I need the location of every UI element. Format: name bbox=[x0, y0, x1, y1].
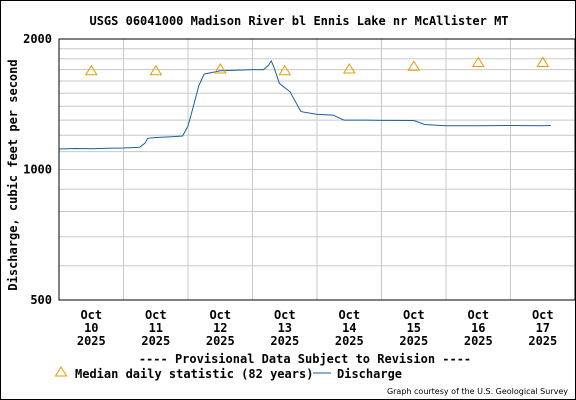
x-tick-label: Oct bbox=[209, 308, 231, 322]
median-marker bbox=[471, 56, 485, 67]
x-tick-label: Oct bbox=[403, 308, 425, 322]
chart-title: USGS 06041000 Madison River bl Ennis Lak… bbox=[89, 14, 508, 28]
legend-discharge-label: Discharge bbox=[337, 367, 402, 381]
x-tick-label: 15 bbox=[407, 321, 421, 335]
x-tick-label: 2025 bbox=[528, 334, 557, 348]
x-tick-label: 14 bbox=[342, 321, 356, 335]
median-marker bbox=[149, 64, 163, 76]
x-tick-label: 2025 bbox=[335, 334, 364, 348]
median-markers bbox=[84, 56, 550, 76]
x-tick-label: 12 bbox=[213, 321, 227, 335]
median-marker bbox=[213, 63, 227, 74]
legend: Median daily statistic (82 years) Discha… bbox=[54, 366, 402, 381]
x-tick-label: 17 bbox=[536, 321, 550, 335]
legend-median-triangle-icon bbox=[54, 366, 68, 377]
y-tick-label: 500 bbox=[30, 293, 52, 307]
median-marker bbox=[278, 64, 292, 76]
y-tick-label: 1000 bbox=[23, 163, 52, 177]
y-tick-label: 2000 bbox=[23, 32, 52, 46]
legend-median-label: Median daily statistic (82 years) bbox=[75, 367, 313, 381]
median-marker bbox=[407, 60, 421, 71]
plot-area bbox=[58, 38, 575, 301]
x-axis: Oct102025Oct112025Oct122025Oct132025Oct1… bbox=[77, 308, 557, 348]
x-tick-label: 16 bbox=[471, 321, 485, 335]
x-tick-label: 2025 bbox=[141, 334, 170, 348]
grid bbox=[59, 39, 575, 300]
median-marker bbox=[84, 64, 98, 76]
x-tick-label: 13 bbox=[278, 321, 292, 335]
x-tick-label: Oct bbox=[338, 308, 360, 322]
y-axis-label: Discharge, cubic feet per second bbox=[6, 59, 20, 290]
x-tick-label: 2025 bbox=[464, 334, 493, 348]
x-tick-label: Oct bbox=[532, 308, 554, 322]
x-tick-label: Oct bbox=[467, 308, 489, 322]
x-tick-label: 11 bbox=[149, 321, 163, 335]
x-tick-label: 2025 bbox=[270, 334, 299, 348]
median-marker bbox=[536, 56, 550, 67]
credit-note: Graph courtesy of the U.S. Geological Su… bbox=[387, 387, 568, 396]
x-tick-label: Oct bbox=[80, 308, 102, 322]
median-marker bbox=[342, 63, 356, 74]
series-line-discharge bbox=[58, 59, 551, 150]
x-tick-label: 2025 bbox=[77, 334, 106, 348]
x-tick-label: Oct bbox=[145, 308, 167, 322]
provisional-note: ---- Provisional Data Subject to Revisio… bbox=[139, 352, 471, 366]
x-tick-label: Oct bbox=[274, 308, 296, 322]
x-tick-label: 10 bbox=[84, 321, 98, 335]
x-tick-label: 2025 bbox=[399, 334, 428, 348]
y-axis: 500 1000 2000 bbox=[23, 32, 52, 307]
x-tick-label: 2025 bbox=[206, 334, 235, 348]
